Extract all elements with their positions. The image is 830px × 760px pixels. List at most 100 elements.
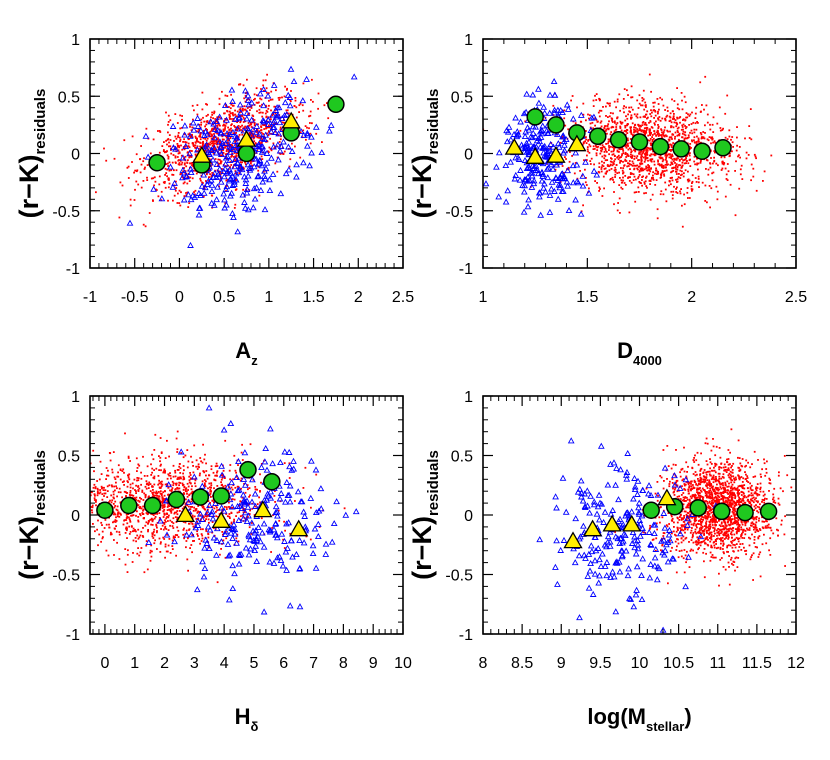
x-tick-label: 1.5 (576, 289, 598, 306)
blue-point (272, 106, 280, 113)
red-point (152, 531, 155, 533)
red-point (250, 162, 252, 165)
red-point (96, 491, 99, 493)
red-point (205, 120, 208, 123)
red-point (636, 167, 638, 170)
red-point (640, 129, 643, 132)
blue-point (274, 141, 282, 148)
red-point (643, 192, 645, 195)
red-point (258, 111, 261, 114)
red-point (140, 498, 143, 500)
red-point (595, 152, 598, 155)
red-point (269, 137, 271, 140)
red-point (668, 149, 671, 151)
blue-point (217, 129, 225, 136)
red-point (724, 167, 727, 170)
red-point (231, 149, 234, 152)
red-point (108, 523, 110, 526)
red-point (587, 139, 590, 141)
red-point (161, 483, 164, 486)
red-point (622, 176, 624, 179)
blue-point (206, 150, 213, 157)
blue-point (350, 73, 358, 80)
red-point (716, 190, 719, 193)
blue-point (266, 186, 274, 194)
red-point (704, 132, 706, 134)
red-point (669, 143, 672, 146)
red-point (713, 150, 716, 152)
red-point (679, 158, 681, 161)
red-point (191, 163, 194, 166)
red-point (175, 554, 177, 557)
red-point (110, 531, 112, 534)
red-point (99, 489, 101, 491)
red-point (678, 164, 680, 166)
red-point (146, 179, 149, 181)
red-point (118, 533, 121, 536)
blue-point (577, 210, 585, 217)
red-point (653, 122, 656, 125)
red-point (668, 136, 671, 139)
blue-point (263, 149, 271, 156)
red-point (193, 191, 195, 193)
red-point (630, 114, 633, 117)
red-point (309, 132, 312, 135)
blue-point (223, 169, 231, 176)
red-point (519, 129, 522, 132)
red-point (656, 98, 659, 100)
red-point (171, 173, 174, 176)
red-point (588, 187, 590, 190)
red-point (214, 148, 217, 150)
red-point (216, 509, 218, 512)
red-point (158, 151, 161, 154)
red-point (176, 513, 179, 516)
red-point (178, 510, 181, 512)
red-point (59, 515, 61, 517)
red-point (211, 144, 214, 147)
red-point (231, 498, 234, 500)
red-point (236, 110, 239, 113)
red-point (637, 168, 639, 171)
red-point (176, 526, 179, 529)
red-point (143, 492, 146, 495)
red-point (622, 152, 625, 154)
red-point (750, 138, 753, 141)
red-point (259, 473, 261, 476)
red-point (185, 487, 188, 490)
red-point (729, 183, 732, 186)
red-point (139, 534, 142, 537)
blue-point (241, 204, 249, 211)
blue-point (521, 156, 529, 163)
blue-point (216, 113, 223, 120)
red-point (684, 131, 687, 134)
red-point (212, 117, 214, 120)
red-point (704, 124, 706, 127)
red-point (150, 463, 152, 466)
red-point (696, 157, 698, 160)
red-point (101, 537, 104, 540)
red-point (195, 518, 198, 520)
red-point (203, 120, 206, 123)
red-point (243, 167, 245, 170)
blue-point (265, 120, 272, 127)
red-point (194, 144, 197, 147)
red-point (180, 154, 183, 157)
blue-point (253, 122, 261, 129)
blue-point (299, 97, 307, 104)
red-point (666, 110, 669, 112)
blue-point (126, 219, 134, 226)
red-point (633, 158, 636, 160)
red-point (211, 134, 213, 136)
red-point (224, 94, 227, 97)
red-point (262, 84, 264, 87)
red-point (158, 498, 161, 501)
red-point (24, 497, 26, 499)
red-point (675, 122, 678, 125)
red-point (650, 177, 653, 180)
red-point (135, 484, 137, 487)
red-point (222, 539, 225, 542)
red-point (195, 155, 197, 157)
red-point (671, 138, 673, 140)
red-point (149, 549, 152, 552)
